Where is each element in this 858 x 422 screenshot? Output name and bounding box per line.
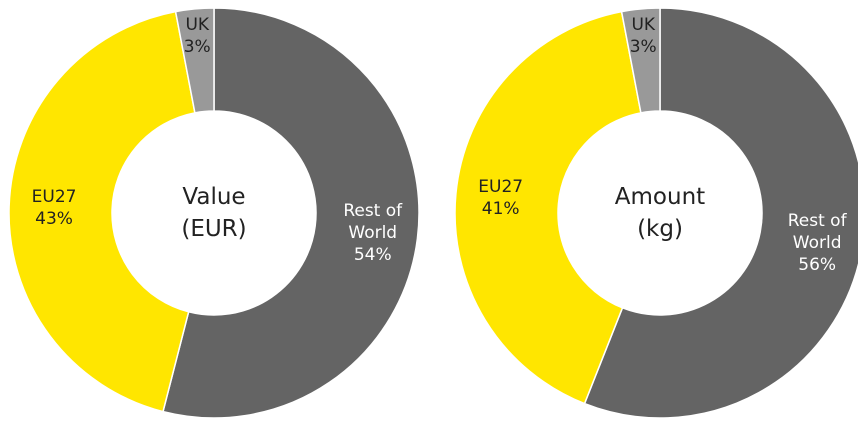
slice-label: UK 3% — [177, 14, 217, 58]
category-label: EU27 — [31, 186, 77, 207]
value-label: 41% — [481, 198, 520, 219]
value-label: 43% — [35, 208, 73, 229]
value-label: 54% — [353, 245, 392, 266]
slice-label: EU27 41% — [461, 176, 541, 220]
value-label: 3% — [629, 36, 657, 57]
slice-label: EU27 43% — [14, 186, 94, 230]
donut-slice — [583, 7, 858, 419]
category-label: UK — [185, 14, 210, 35]
value-label: 56% — [798, 254, 837, 275]
category-label: EU27 — [478, 176, 524, 197]
category-label: UK — [631, 14, 656, 35]
center-label: Amount (kg) — [614, 184, 706, 242]
value-label: 3% — [183, 36, 211, 57]
slice-label: UK 3% — [623, 14, 663, 58]
slice-label: Rest of World 54% — [333, 200, 413, 266]
donut-slice — [620, 7, 661, 114]
slice-label: Rest of World 56% — [777, 210, 857, 276]
category-label: Rest of World — [343, 201, 403, 244]
donut-slice — [162, 7, 420, 419]
donut-slice — [8, 10, 196, 413]
center-label: Value (EUR) — [181, 184, 247, 242]
donut-slice — [454, 10, 642, 405]
donut-slice — [174, 7, 215, 114]
category-label: Rest of World — [787, 210, 847, 253]
